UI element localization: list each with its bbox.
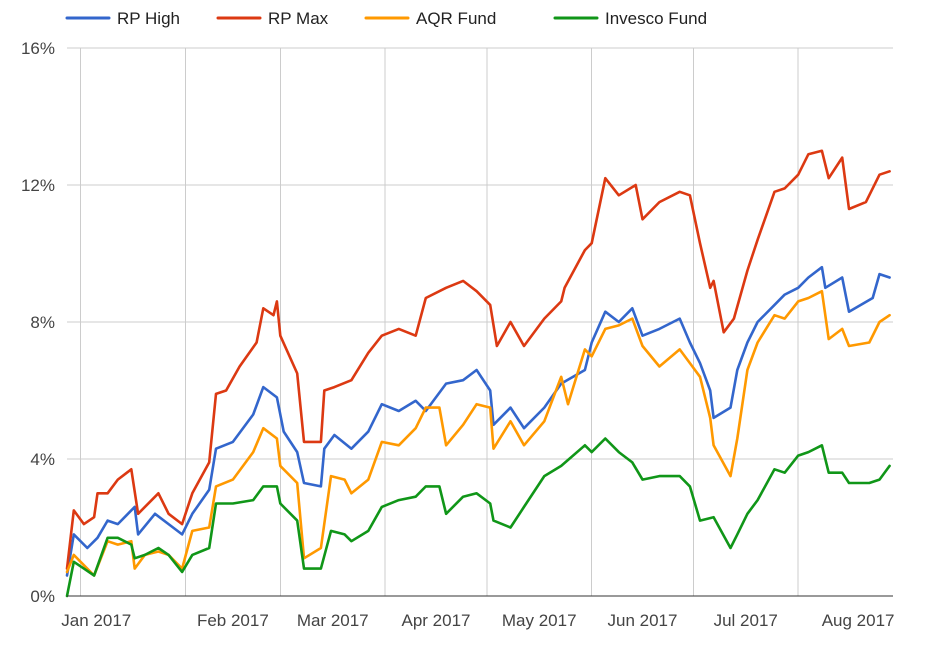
- legend-item: RP High: [65, 9, 180, 28]
- legend-label: RP Max: [268, 9, 329, 28]
- axes: 0% 4% 8% 12% 16% Jan 2017 Feb 2017 Mar 2017 Apr …: [21, 39, 895, 630]
- y-tick-label: 12%: [21, 176, 55, 195]
- x-tick-label: May 2017: [502, 611, 577, 630]
- legend-item: Invesco Fund: [553, 9, 707, 28]
- x-tick-label: Mar 2017: [297, 611, 369, 630]
- x-tick-label: Feb 2017: [197, 611, 269, 630]
- y-tick-label: 0%: [30, 587, 55, 606]
- legend-label: Invesco Fund: [605, 9, 707, 28]
- y-tick-label: 4%: [30, 450, 55, 469]
- x-tick-label: Aug 2017: [822, 611, 895, 630]
- x-tick-label: Apr 2017: [401, 611, 470, 630]
- grid: [67, 47, 893, 596]
- legend: RP High RP Max AQR Fund Invesco Fund: [65, 9, 707, 28]
- series-line-rp-max: [65, 149, 891, 570]
- legend-item: RP Max: [216, 9, 329, 28]
- x-tick-label: Jun 2017: [608, 611, 678, 630]
- series-lines: [65, 149, 891, 598]
- y-tick-label: 8%: [30, 313, 55, 332]
- series-line-aqr-fund: [65, 289, 891, 577]
- legend-item: AQR Fund: [364, 9, 496, 28]
- x-tick-label: Jan 2017: [61, 611, 131, 630]
- series-line-invesco-fund: [65, 437, 891, 598]
- x-tick-label: Jul 2017: [714, 611, 778, 630]
- legend-label: RP High: [117, 9, 180, 28]
- series-line-rp-high: [65, 265, 891, 577]
- legend-label: AQR Fund: [416, 9, 496, 28]
- y-tick-label: 16%: [21, 39, 55, 58]
